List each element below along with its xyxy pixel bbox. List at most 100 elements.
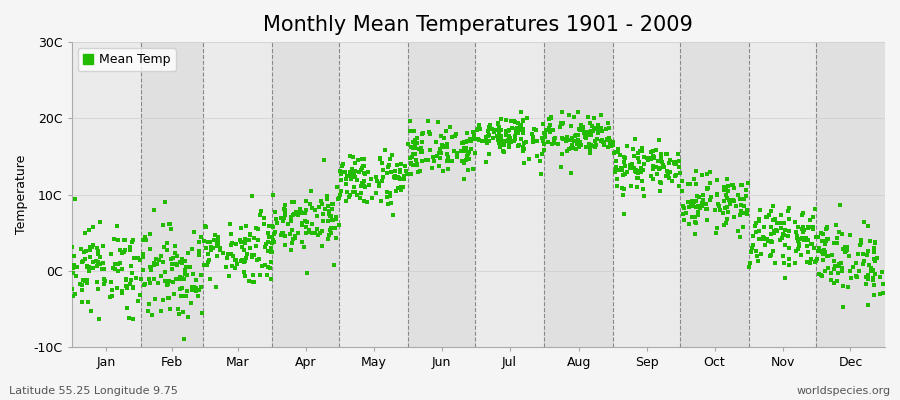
Point [554, 151, 569, 157]
Point [731, 228, 745, 234]
Point [162, 220, 176, 227]
Point [868, 238, 883, 245]
Point [462, 151, 476, 157]
Point [630, 184, 644, 190]
Point [269, 220, 284, 226]
Point [83, 253, 97, 260]
Point [66, 263, 80, 269]
Point [78, 248, 93, 255]
Point [158, 278, 172, 284]
Point [764, 238, 778, 244]
Point [382, 200, 396, 207]
Point [457, 176, 472, 182]
Point [96, 281, 111, 287]
Point [168, 261, 183, 268]
Point [668, 173, 682, 180]
Point [281, 221, 295, 227]
Point [180, 288, 194, 294]
Point [467, 135, 482, 142]
Point [852, 268, 867, 274]
Point [348, 173, 363, 180]
Point [615, 165, 629, 171]
Point [208, 232, 222, 238]
Point [631, 170, 645, 176]
Point [713, 206, 727, 213]
Point [668, 173, 682, 180]
Point [764, 239, 778, 246]
Point [576, 127, 590, 134]
Point [435, 142, 449, 148]
Point [516, 117, 530, 124]
Point [497, 149, 511, 155]
Point [355, 180, 369, 187]
Point [412, 146, 427, 153]
Point [573, 138, 588, 145]
Point [211, 238, 225, 244]
Point [406, 139, 420, 146]
Point [503, 135, 517, 142]
Point [220, 255, 234, 261]
Point [225, 240, 239, 246]
Point [303, 188, 318, 194]
Point [631, 150, 645, 156]
Point [716, 210, 730, 216]
Point [508, 138, 522, 144]
Point [775, 235, 789, 241]
Point [448, 130, 463, 137]
Point [508, 129, 523, 135]
Point [734, 208, 749, 214]
Point [737, 210, 751, 216]
Point [656, 162, 670, 168]
Point [580, 134, 594, 141]
Point [107, 236, 122, 242]
Point [530, 153, 544, 159]
Point [347, 168, 362, 174]
Point [652, 188, 667, 194]
Point [562, 146, 576, 152]
Point [546, 136, 561, 143]
Point [513, 124, 527, 131]
Point [340, 172, 355, 179]
Point [814, 273, 829, 280]
Point [719, 220, 733, 226]
Point [497, 141, 511, 148]
Point [510, 130, 525, 136]
Point [176, 293, 191, 300]
Point [127, 255, 141, 262]
Point [564, 170, 579, 176]
Point [699, 205, 714, 212]
Point [238, 255, 253, 261]
Point [763, 208, 778, 214]
Point [133, 257, 148, 264]
Point [262, 223, 276, 229]
Point [265, 234, 279, 240]
Point [345, 174, 359, 180]
Point [284, 214, 298, 220]
Point [536, 141, 551, 148]
Point [574, 122, 589, 128]
Point [658, 173, 672, 179]
Point [246, 252, 260, 258]
Point [773, 220, 788, 227]
Point [662, 175, 676, 181]
Point [143, 230, 157, 237]
Point [202, 257, 216, 263]
Point [719, 204, 733, 210]
Point [703, 180, 717, 186]
Point [130, 255, 145, 262]
Point [354, 190, 368, 196]
Point [235, 244, 249, 250]
Point [192, 287, 206, 293]
Point [455, 140, 470, 146]
Point [440, 144, 454, 150]
Point [256, 221, 271, 228]
Point [123, 263, 138, 269]
Point [203, 239, 218, 245]
Point [462, 148, 476, 155]
Point [284, 246, 298, 253]
Point [677, 216, 691, 223]
Point [652, 166, 666, 172]
Point [256, 215, 271, 221]
Point [617, 154, 632, 161]
Point [603, 138, 617, 144]
